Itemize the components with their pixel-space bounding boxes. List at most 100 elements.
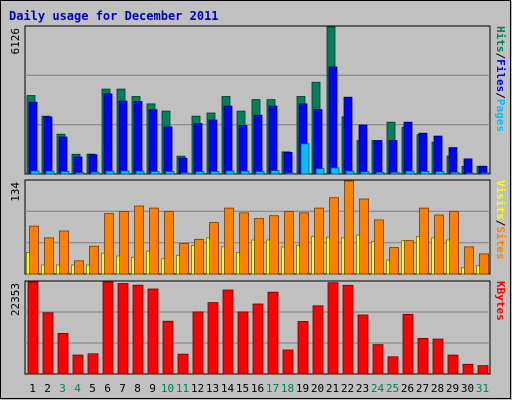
x-tick-label: 14 bbox=[221, 382, 235, 395]
bar-pages-day-23 bbox=[360, 171, 370, 175]
bar-sites-day-16 bbox=[254, 218, 264, 275]
bar-kbytes-day-21 bbox=[327, 282, 339, 375]
x-tick-label: 26 bbox=[401, 382, 414, 395]
right-legend-part: / bbox=[494, 220, 507, 227]
panel-kbytes: 22353 KBytes bbox=[9, 280, 507, 375]
bar-pages-day-9 bbox=[150, 170, 160, 175]
bar-kbytes-day-10 bbox=[162, 320, 174, 375]
bar-pages-day-20 bbox=[315, 168, 325, 175]
bar-sites-day-8 bbox=[134, 205, 144, 275]
bar-kbytes-day-16 bbox=[252, 303, 264, 375]
bar-files-day-6 bbox=[103, 93, 113, 175]
bar-sites-day-5 bbox=[89, 245, 99, 275]
x-tick-label: 16 bbox=[251, 382, 264, 395]
right-legend-part: KBytes bbox=[494, 281, 507, 321]
bar-files-day-17 bbox=[268, 105, 278, 175]
right-legend-part: Pages bbox=[494, 99, 507, 132]
bar-files-day-23 bbox=[358, 124, 368, 175]
series-kbytes bbox=[27, 281, 489, 375]
bar-files-day-24 bbox=[373, 140, 383, 175]
bar-sites-day-1 bbox=[29, 225, 39, 275]
x-tick-label: 21 bbox=[326, 382, 339, 395]
bar-pages-day-2 bbox=[45, 170, 55, 175]
bar-pages-day-10 bbox=[165, 170, 175, 175]
bar-pages-day-18 bbox=[285, 172, 295, 175]
x-tick-label: 11 bbox=[176, 382, 189, 395]
bar-files-day-1 bbox=[28, 101, 38, 175]
bar-files-day-29 bbox=[448, 147, 458, 175]
bar-sites-day-26 bbox=[404, 240, 414, 275]
bar-pages-day-26 bbox=[405, 170, 415, 175]
bar-pages-day-31 bbox=[480, 172, 490, 175]
bar-files-day-28 bbox=[433, 135, 443, 175]
bar-kbytes-day-11 bbox=[177, 353, 189, 375]
bar-kbytes-day-20 bbox=[312, 305, 324, 375]
x-tick-label: 7 bbox=[119, 382, 126, 395]
bar-files-day-8 bbox=[133, 101, 143, 175]
bar-kbytes-day-17 bbox=[267, 291, 279, 375]
bar-pages-day-13 bbox=[210, 170, 220, 175]
bar-kbytes-day-19 bbox=[297, 321, 309, 375]
x-tick-label: 25 bbox=[386, 382, 399, 395]
y-axis-max-label: 22353 bbox=[9, 283, 22, 316]
bar-pages-day-21 bbox=[330, 167, 340, 175]
bar-kbytes-day-29 bbox=[447, 354, 459, 375]
bar-files-day-2 bbox=[43, 116, 53, 175]
x-tick-label: 10 bbox=[161, 382, 174, 395]
bar-kbytes-day-15 bbox=[237, 311, 249, 375]
bar-sites-day-9 bbox=[149, 207, 159, 275]
bar-pages-day-4 bbox=[75, 172, 85, 175]
x-tick-label: 20 bbox=[311, 382, 324, 395]
bar-kbytes-day-24 bbox=[372, 344, 384, 375]
bar-sites-day-18 bbox=[284, 211, 294, 275]
bar-sites-day-21 bbox=[329, 197, 339, 275]
bar-sites-day-15 bbox=[239, 212, 249, 275]
right-legend-part: Hits bbox=[494, 26, 507, 53]
bar-files-day-9 bbox=[148, 109, 158, 175]
bar-kbytes-day-23 bbox=[357, 314, 369, 375]
bar-files-day-26 bbox=[403, 121, 413, 175]
series-sites bbox=[29, 180, 489, 275]
panel-hits-files-pages: 6126 Hits/Files/Pages bbox=[9, 25, 507, 175]
bar-pages-day-25 bbox=[390, 171, 400, 175]
bar-files-day-15 bbox=[238, 125, 248, 175]
bar-sites-day-28 bbox=[434, 214, 444, 275]
panel-visits-sites: 134 Visits/Sites bbox=[9, 179, 507, 275]
x-tick-label: 4 bbox=[74, 382, 81, 395]
bar-sites-day-20 bbox=[314, 207, 324, 275]
bar-pages-day-16 bbox=[255, 170, 265, 175]
bar-files-day-25 bbox=[388, 140, 398, 175]
x-tick-label: 27 bbox=[416, 382, 429, 395]
x-tick-label: 19 bbox=[296, 382, 309, 395]
bar-kbytes-day-7 bbox=[117, 283, 129, 375]
bar-files-day-30 bbox=[463, 158, 473, 175]
right-legend-part: / bbox=[494, 92, 507, 99]
bar-pages-day-7 bbox=[120, 170, 130, 175]
bar-kbytes-day-26 bbox=[402, 313, 414, 375]
x-tick-label: 28 bbox=[431, 382, 444, 395]
x-axis: 1 2 3 4 5 6 7 8 9 10 11 12 13 14 15 16 17 18 19 20 21 22 23 24 2… bbox=[29, 382, 489, 395]
bar-files-day-16 bbox=[253, 114, 263, 175]
bar-pages-day-12 bbox=[195, 171, 205, 175]
bar-kbytes-day-4 bbox=[72, 354, 84, 375]
right-legend-part: Visits bbox=[494, 180, 507, 220]
x-tick-label: 12 bbox=[191, 382, 204, 395]
chart-title: Daily usage for December 2011 bbox=[9, 9, 219, 23]
bar-pages-day-5 bbox=[90, 171, 100, 175]
bar-files-day-27 bbox=[418, 132, 428, 175]
bar-sites-day-25 bbox=[389, 247, 399, 275]
bar-pages-day-27 bbox=[420, 170, 430, 175]
bar-kbytes-day-3 bbox=[57, 332, 69, 375]
x-tick-label: 23 bbox=[356, 382, 369, 395]
right-legend: KBytes bbox=[494, 281, 507, 321]
bar-sites-day-31 bbox=[479, 253, 489, 275]
bar-files-day-4 bbox=[73, 156, 83, 175]
bar-files-day-20 bbox=[313, 109, 323, 175]
bar-sites-day-30 bbox=[464, 246, 474, 275]
bar-sites-day-10 bbox=[164, 211, 174, 275]
bar-kbytes-day-22 bbox=[342, 284, 354, 375]
right-legend: Hits/Files/Pages bbox=[494, 26, 507, 132]
x-tick-label: 15 bbox=[236, 382, 249, 395]
bar-sites-day-2 bbox=[44, 237, 54, 275]
bar-kbytes-day-1 bbox=[27, 281, 39, 375]
